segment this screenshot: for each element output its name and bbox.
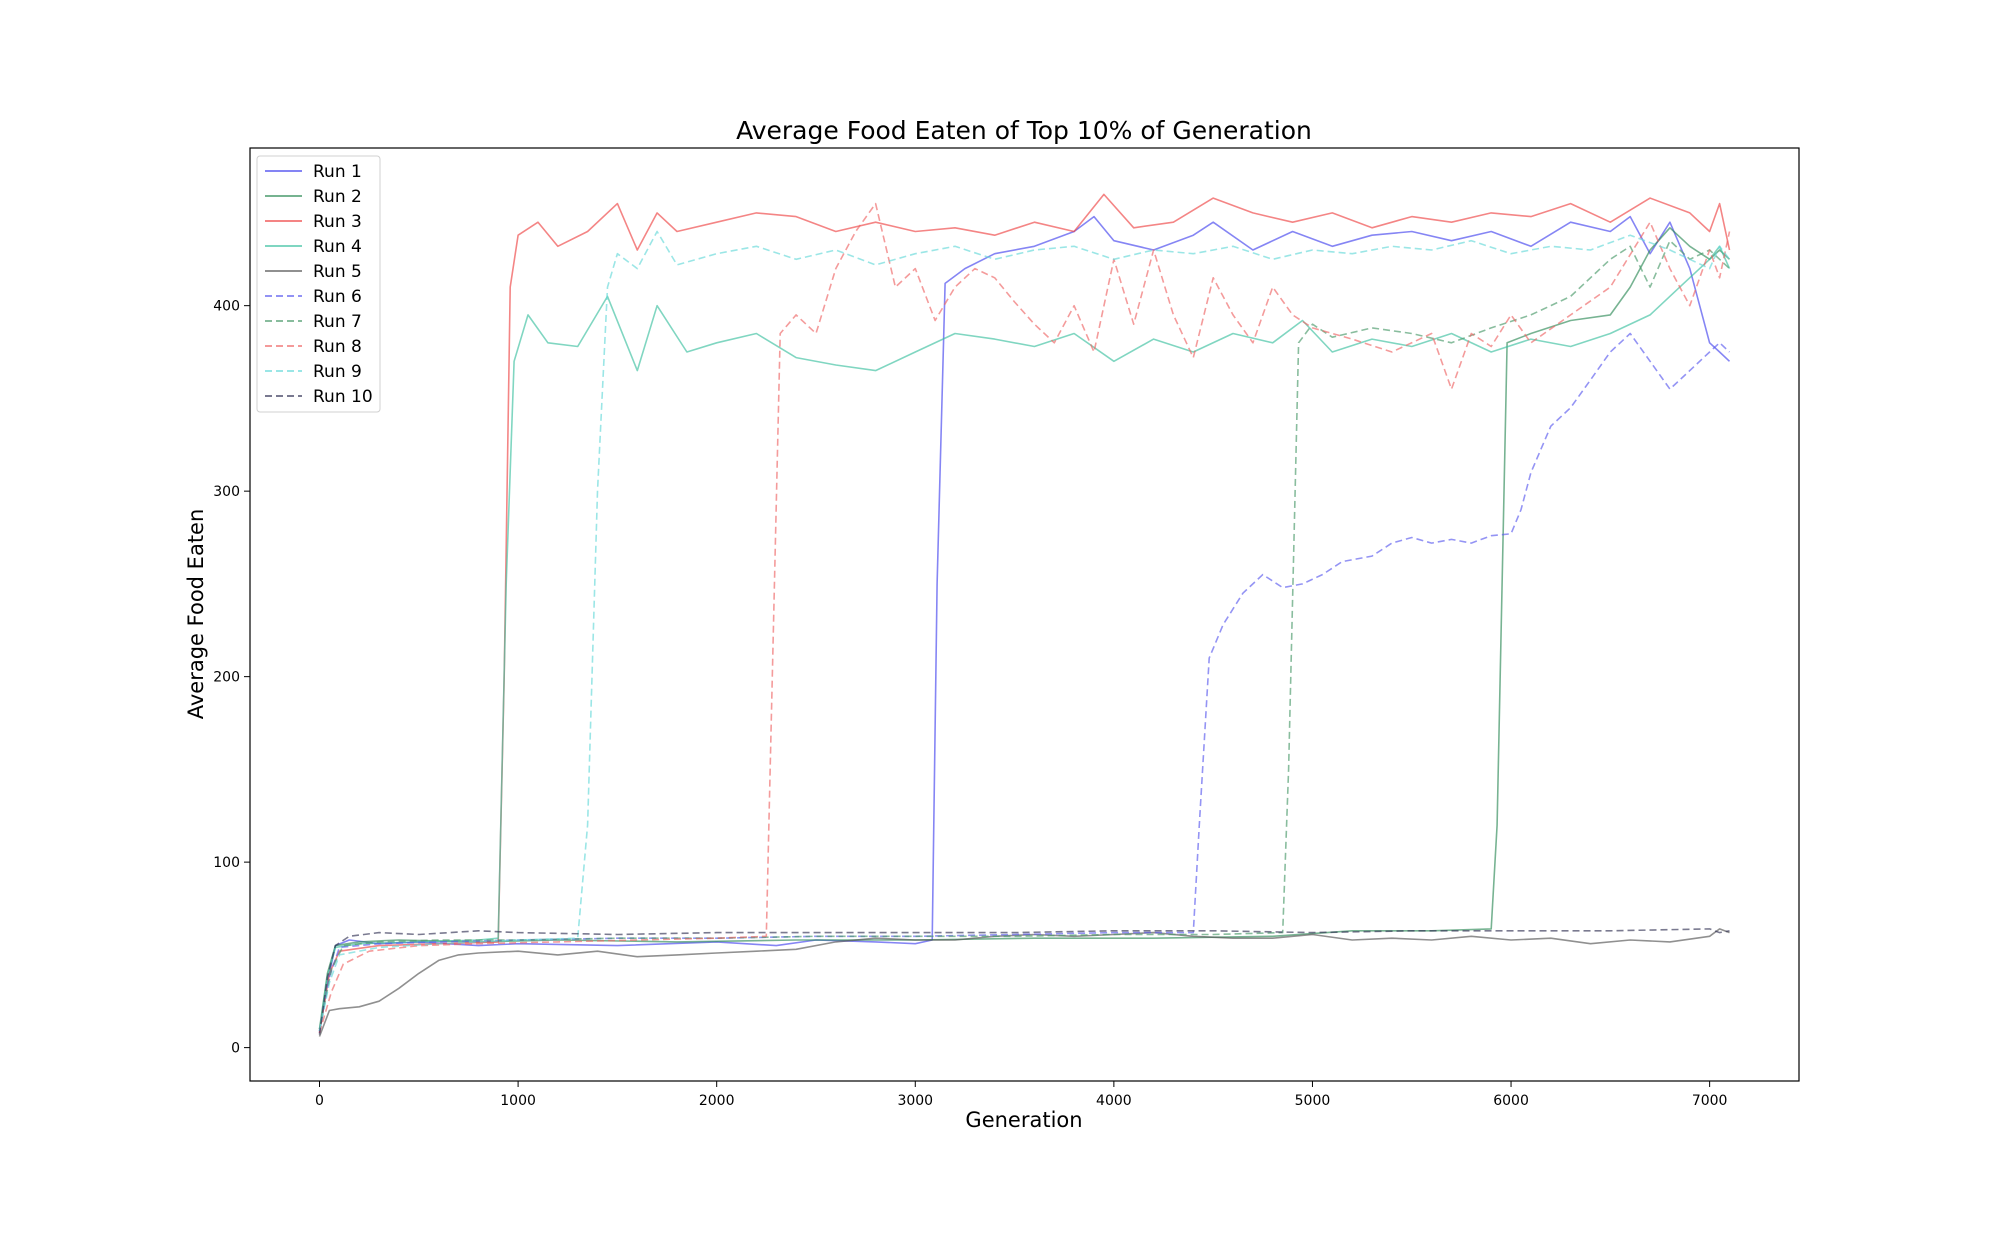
plot-frame	[249, 147, 1800, 1082]
legend-label-run-5: Run 5	[313, 262, 362, 282]
legend-label-run-6: Run 6	[313, 287, 362, 307]
y-tick-label: 0	[231, 1041, 240, 1057]
x-tick-label: 4000	[1096, 1093, 1132, 1109]
plot-area	[318, 193, 1731, 1037]
x-axis: 0 1000 2000 3000 4000 5000 6000 7000	[315, 1081, 1727, 1109]
series-line-run-5	[318, 928, 1730, 1037]
y-tick-label: 200	[213, 670, 240, 686]
series-line-run-1	[318, 215, 1731, 1033]
legend-label-run-2: Run 2	[313, 187, 362, 207]
legend-label-run-4: Run 4	[313, 237, 362, 257]
legend-label-run-3: Run 3	[313, 212, 362, 232]
x-tick-label: 6000	[1493, 1093, 1529, 1109]
legend-label-run-10: Run 10	[313, 387, 373, 407]
x-tick-label: 1000	[500, 1093, 536, 1109]
legend-label-run-1: Run 1	[313, 162, 362, 182]
y-tick-label: 100	[213, 855, 240, 871]
series-line-run-4	[318, 245, 1731, 1032]
x-tick-label: 5000	[1295, 1093, 1331, 1109]
series-line-run-3	[318, 193, 1731, 1033]
series-line-run-6	[318, 332, 1731, 1032]
x-tick-label: 7000	[1692, 1093, 1728, 1109]
legend-box	[256, 155, 381, 413]
legend: Run 1 Run 2 Run 3 Run 4 Run 5 Run 6 Run 7 Run 8…	[256, 155, 381, 413]
series-line-run-7	[318, 239, 1731, 1030]
series-line-run-9	[318, 230, 1731, 1032]
chart-title: Average Food Eaten of Top 10% of Generat…	[736, 116, 1312, 145]
x-axis-label: Generation	[965, 1108, 1082, 1132]
y-axis: 0 100 200 300 400	[213, 299, 250, 1057]
y-tick-label: 300	[213, 484, 240, 500]
series-line-run-10	[318, 928, 1730, 1035]
legend-label-run-9: Run 9	[313, 362, 362, 382]
series-layer	[318, 193, 1731, 1037]
legend-label-run-8: Run 8	[313, 337, 362, 357]
legend-label-run-7: Run 7	[313, 312, 362, 332]
y-tick-label: 400	[213, 299, 240, 315]
x-tick-label: 2000	[699, 1093, 735, 1109]
x-tick-label: 0	[315, 1093, 324, 1109]
y-axis-label: Average Food Eaten	[184, 509, 208, 720]
x-tick-label: 3000	[897, 1093, 933, 1109]
series-line-run-8	[318, 202, 1731, 1034]
